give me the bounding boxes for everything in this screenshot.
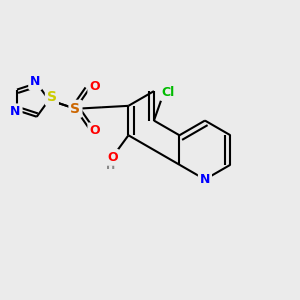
Text: N: N bbox=[30, 75, 40, 88]
Text: O: O bbox=[89, 80, 100, 93]
Text: S: S bbox=[70, 102, 80, 116]
Text: S: S bbox=[47, 90, 57, 104]
Text: H: H bbox=[106, 160, 116, 171]
Text: O: O bbox=[89, 124, 100, 137]
Text: O: O bbox=[107, 151, 118, 164]
Text: Cl: Cl bbox=[161, 86, 175, 99]
Text: N: N bbox=[10, 105, 21, 118]
Text: N: N bbox=[200, 173, 210, 186]
